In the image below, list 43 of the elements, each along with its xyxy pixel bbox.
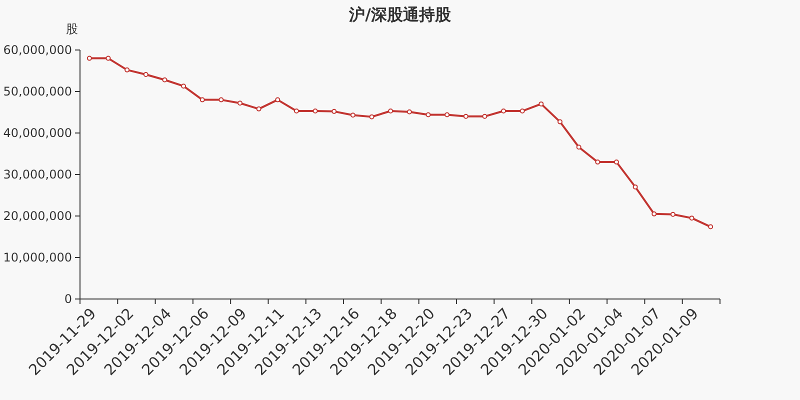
point <box>463 114 468 119</box>
point <box>312 108 318 114</box>
point <box>350 112 356 118</box>
y-tick-label: 20,000,000 <box>3 209 72 224</box>
point <box>444 112 450 118</box>
point <box>143 72 148 77</box>
point <box>162 77 168 82</box>
chart-title: 沪/深股通持股 <box>348 5 452 24</box>
point <box>275 97 280 102</box>
point <box>652 211 657 216</box>
point <box>426 112 431 118</box>
point <box>482 114 488 119</box>
point <box>501 108 506 114</box>
y-tick-label: 30,000,000 <box>3 168 72 182</box>
point <box>406 109 412 114</box>
point <box>576 144 582 150</box>
point <box>689 216 694 221</box>
y-axis-title: 股 <box>66 22 78 36</box>
y-tick-label: 60,000,000 <box>3 43 72 58</box>
point <box>106 56 111 61</box>
point <box>595 160 600 165</box>
point <box>200 97 205 102</box>
y-tick-label: 50,000,000 <box>3 84 72 99</box>
point <box>369 114 374 120</box>
point <box>218 97 224 102</box>
point <box>86 56 92 61</box>
point <box>632 184 638 190</box>
point <box>538 101 544 106</box>
point <box>238 100 242 106</box>
point <box>670 212 676 217</box>
point <box>708 224 714 230</box>
point <box>614 160 619 165</box>
point <box>520 108 525 114</box>
point <box>181 84 186 89</box>
y-tick-label: 40,000,000 <box>3 126 72 140</box>
point <box>256 106 262 112</box>
point <box>332 108 337 114</box>
point <box>388 108 394 114</box>
point <box>124 67 130 72</box>
point <box>294 108 299 114</box>
point <box>558 119 562 124</box>
y-tick-label: 0 <box>64 292 72 306</box>
y-tick-label: 10,000,000 <box>3 250 72 265</box>
